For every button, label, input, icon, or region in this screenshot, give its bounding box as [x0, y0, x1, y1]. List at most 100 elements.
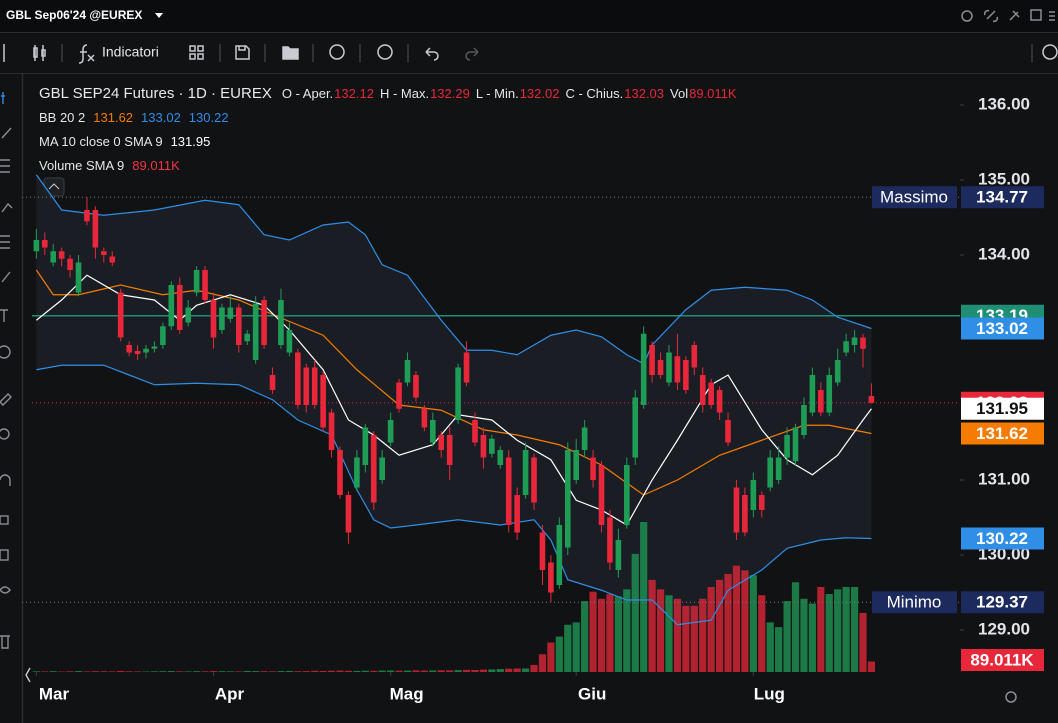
indicators-button[interactable]: Indicatori	[102, 44, 159, 60]
measure-tool[interactable]	[0, 393, 12, 406]
candle-body	[252, 303, 259, 360]
layout-button[interactable]	[189, 45, 196, 52]
candle-body	[337, 450, 343, 495]
redo-button[interactable]	[465, 47, 479, 61]
candle-body	[472, 420, 478, 443]
candle-body	[193, 270, 200, 293]
candle-body	[691, 345, 698, 368]
window-icons	[961, 9, 1055, 23]
layout-button[interactable]	[189, 53, 196, 60]
projection-tool[interactable]	[0, 235, 10, 249]
ohlc-value: 132.29	[430, 86, 470, 101]
magnet-tool[interactable]	[0, 474, 11, 486]
candle-body	[354, 457, 360, 488]
volume-bar	[361, 670, 369, 672]
candle-body	[58, 251, 65, 259]
volume-bar	[581, 601, 589, 672]
volume-bar	[353, 670, 361, 672]
candle-body	[489, 438, 495, 454]
pattern-tool[interactable]	[1, 202, 13, 213]
candle-body	[101, 251, 107, 255]
candle-body	[801, 405, 807, 435]
icon[interactable]	[961, 10, 973, 22]
candle-body	[699, 375, 706, 405]
volume-bar	[395, 670, 403, 672]
volume-bar	[749, 575, 757, 672]
indicator-value: 130.22	[188, 110, 229, 125]
volume-bar	[471, 669, 479, 672]
candle-body	[615, 540, 622, 570]
icon[interactable]	[1049, 11, 1055, 21]
candle-body	[320, 375, 326, 428]
candle-body	[286, 330, 293, 353]
chart-type-button[interactable]	[33, 45, 46, 61]
volume-bar	[808, 603, 816, 672]
ohlc-value: 132.12	[334, 86, 374, 101]
candle-body	[269, 375, 276, 390]
y-tick-label: 134.00	[978, 244, 1030, 263]
volume-bar	[817, 586, 825, 672]
text-tool[interactable]	[0, 309, 8, 322]
volume-bar	[741, 570, 749, 672]
volume-bar	[327, 670, 336, 672]
open-button[interactable]	[282, 46, 299, 60]
settings-button[interactable]	[1005, 691, 1017, 703]
volume-bar	[319, 670, 327, 672]
cursor-tool[interactable]	[1, 92, 5, 104]
icon[interactable]	[1030, 9, 1042, 21]
lock-tool[interactable]	[0, 515, 9, 525]
candle-body	[387, 420, 394, 443]
indicator-label: Volume SMA 9	[39, 158, 125, 173]
candle-body	[134, 351, 141, 354]
volume-bar	[614, 596, 622, 672]
candle-body	[92, 210, 99, 248]
candle-body	[708, 382, 714, 405]
volume-badge-label: 89.011K	[970, 650, 1034, 669]
volume-bar	[311, 670, 319, 672]
candle-body	[581, 427, 588, 450]
volume-bar	[791, 582, 800, 672]
brush-tool[interactable]	[1, 271, 11, 283]
undo-button[interactable]	[425, 47, 439, 61]
hide-tool[interactable]	[0, 586, 11, 594]
icon[interactable]	[983, 9, 999, 23]
delete-tool[interactable]	[0, 635, 10, 649]
volume-bar	[167, 671, 175, 672]
layout-button[interactable]	[197, 45, 204, 52]
volume-bar	[538, 654, 547, 672]
volume-bar	[496, 669, 504, 672]
volume-bar	[682, 605, 690, 672]
lock-all-tool[interactable]	[0, 549, 9, 561]
volume-bar	[226, 671, 234, 672]
info-button[interactable]	[377, 44, 393, 60]
zoom-tool[interactable]	[0, 428, 10, 440]
y-tick-label: 131.00	[978, 469, 1030, 488]
candle-body	[514, 495, 520, 533]
volume-bar	[724, 573, 732, 672]
help-button[interactable]	[329, 44, 345, 60]
dropdown-arrow[interactable]	[155, 13, 163, 18]
icon-tool[interactable]	[0, 345, 11, 359]
fib-tool[interactable]	[0, 159, 10, 173]
level-tag-label: Minimo	[887, 593, 942, 612]
candle-body	[716, 390, 723, 413]
ohlc-value: 89.011K	[689, 86, 737, 101]
candle-body	[590, 457, 596, 480]
legend-row: GBL SEP24 Futures · 1D · EUREX O - Aper.1…	[39, 82, 743, 106]
layout-button[interactable]	[197, 53, 204, 60]
candle-body	[809, 375, 816, 413]
icon[interactable]	[1009, 10, 1020, 21]
price-badge	[961, 317, 1044, 340]
candle-body	[649, 345, 655, 375]
symbol-title[interactable]: GBL Sep06'24 @EUREX	[6, 8, 142, 22]
indicators-icon[interactable]	[78, 44, 95, 64]
save-button[interactable]	[235, 45, 250, 60]
candle-body	[295, 352, 301, 405]
collapse-sidebar[interactable]	[25, 667, 31, 683]
line-tool[interactable]	[1, 127, 12, 139]
replay-button[interactable]	[1042, 44, 1058, 60]
candle-body	[421, 408, 428, 428]
candle-body	[775, 457, 782, 480]
volume-bar	[825, 594, 833, 672]
volume-bar	[184, 671, 192, 672]
